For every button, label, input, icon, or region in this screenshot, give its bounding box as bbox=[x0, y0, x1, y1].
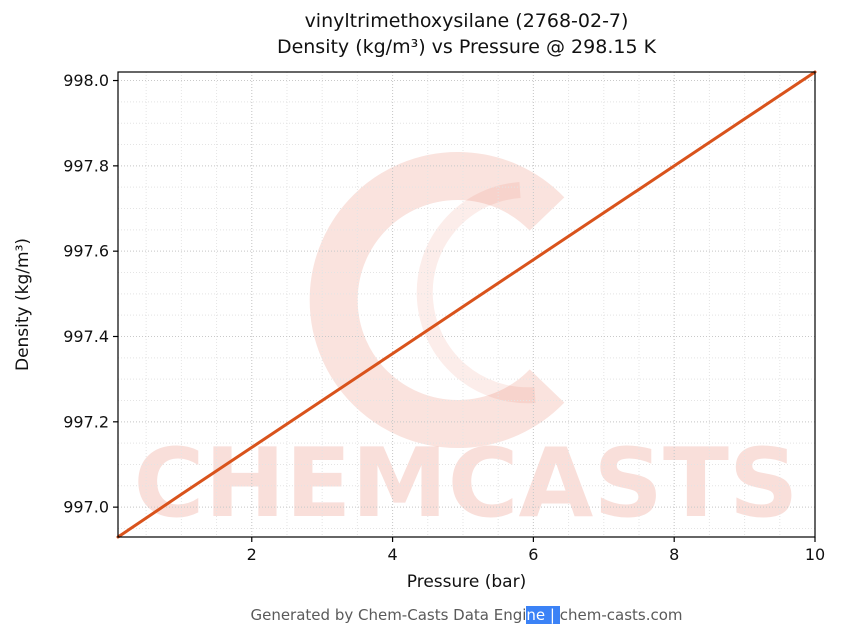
watermark-text: CHEMCASTS bbox=[134, 429, 799, 539]
footer-text-selected: ne | bbox=[526, 606, 560, 624]
x-tick-label: 8 bbox=[669, 545, 679, 564]
x-axis-label: Pressure (bar) bbox=[406, 572, 527, 592]
y-tick-label: 998.0 bbox=[63, 71, 109, 90]
density-line bbox=[116, 70, 817, 539]
footer-text-prefix: Generated by Chem-Casts Data Engi bbox=[250, 606, 527, 624]
y-axis-label: Density (kg/m³) bbox=[13, 238, 33, 371]
watermark-logo-c-inner bbox=[416, 182, 536, 404]
chart-title: vinyltrimethoxysilane (2768-02-7) Densit… bbox=[118, 8, 815, 60]
footer-credit: Generated by Chem-Casts Data Engine | ch… bbox=[118, 606, 815, 624]
y-tick-label: 997.4 bbox=[63, 327, 109, 346]
x-tick-label: 6 bbox=[528, 545, 538, 564]
footer-text-suffix: chem-casts.com bbox=[559, 606, 683, 624]
y-tick-label: 997.8 bbox=[63, 156, 109, 175]
y-tick-label: 997.2 bbox=[63, 412, 109, 431]
x-tick-label: 4 bbox=[387, 545, 397, 564]
axes-box bbox=[117, 71, 816, 538]
y-tick-label: 997.0 bbox=[63, 498, 109, 517]
x-tick-label: 2 bbox=[247, 545, 257, 564]
y-tick-label: 997.6 bbox=[63, 242, 109, 261]
watermark-logo-c bbox=[309, 152, 565, 448]
chart-title-line2: Density (kg/m³) vs Pressure @ 298.15 K bbox=[276, 36, 657, 58]
chart-title-line1: vinyltrimethoxysilane (2768-02-7) bbox=[304, 10, 629, 32]
x-tick-label: 10 bbox=[805, 545, 825, 564]
